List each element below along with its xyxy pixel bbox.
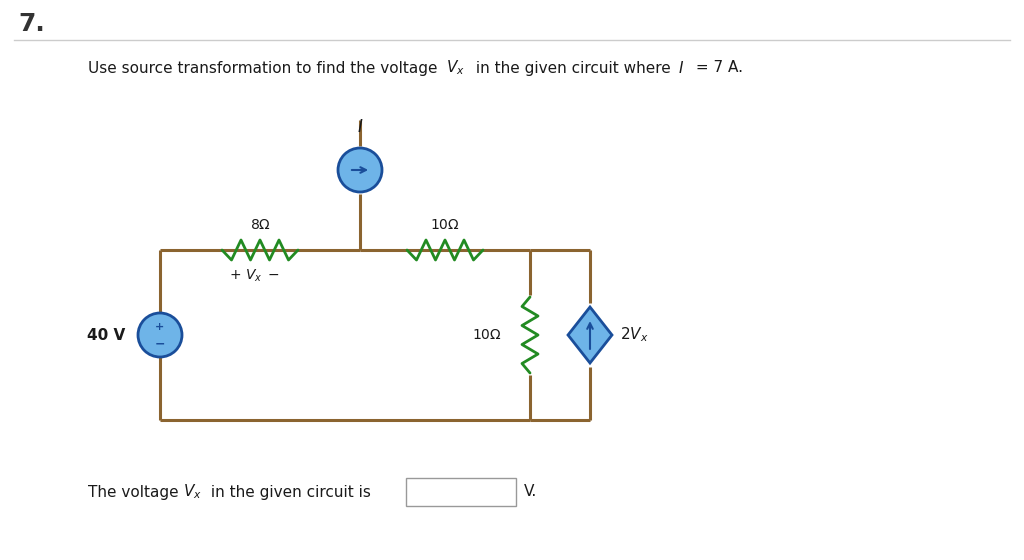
Text: $\mathit{I}$: $\mathit{I}$: [678, 60, 684, 76]
Text: Use source transformation to find the voltage: Use source transformation to find the vo…: [88, 60, 442, 76]
Text: = 7 A.: = 7 A.: [691, 60, 743, 76]
Text: in the given circuit where: in the given circuit where: [471, 60, 676, 76]
Circle shape: [138, 313, 182, 357]
FancyBboxPatch shape: [406, 478, 516, 506]
Text: $+\ V_x\ -$: $+\ V_x\ -$: [229, 268, 281, 284]
Text: 40 V: 40 V: [87, 328, 125, 343]
Circle shape: [338, 148, 382, 192]
Text: $V_x$: $V_x$: [446, 59, 465, 77]
Text: 7.: 7.: [18, 12, 45, 36]
Polygon shape: [568, 307, 612, 363]
Text: 8$\Omega$: 8$\Omega$: [250, 218, 270, 232]
Text: +: +: [156, 322, 165, 332]
Text: −: −: [155, 338, 165, 351]
Text: 10$\Omega$: 10$\Omega$: [472, 328, 502, 342]
Text: in the given circuit is: in the given circuit is: [206, 484, 371, 500]
Text: The voltage: The voltage: [88, 484, 183, 500]
Text: 10$\Omega$: 10$\Omega$: [430, 218, 460, 232]
Text: V.: V.: [524, 484, 538, 500]
Text: $I$: $I$: [356, 118, 364, 136]
Text: $V_x$: $V_x$: [183, 483, 202, 501]
Text: $2V_x$: $2V_x$: [620, 326, 648, 344]
